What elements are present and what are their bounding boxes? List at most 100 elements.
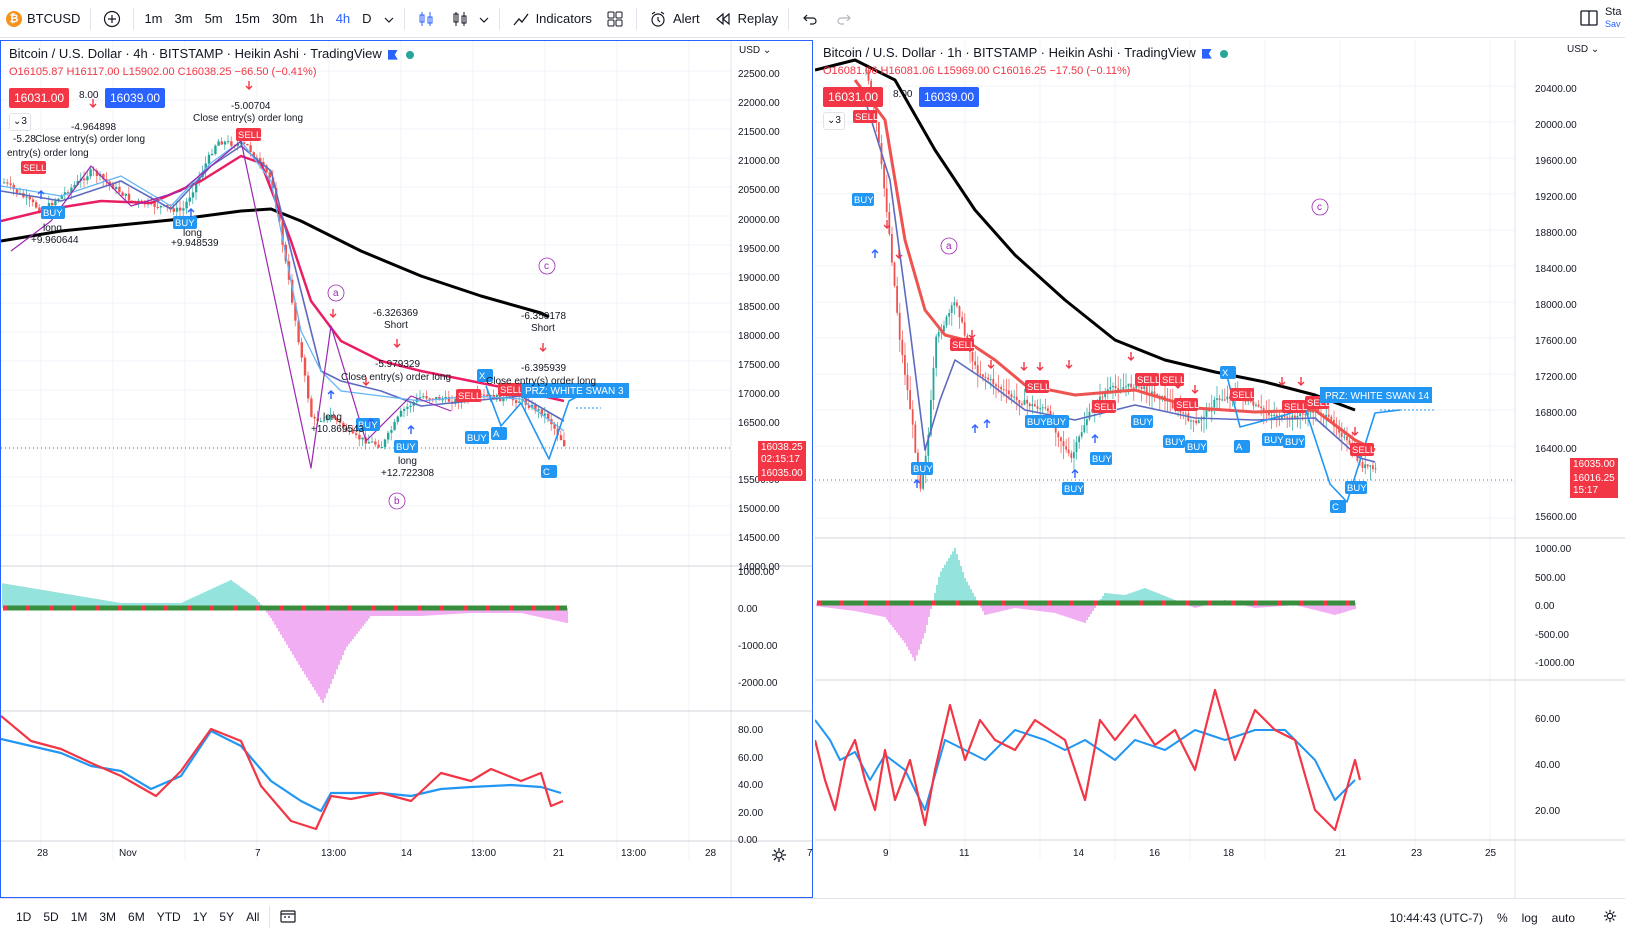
candle-body [935,336,937,368]
axis-tick-label: 21000.00 [738,156,780,168]
log-scale-button[interactable]: log [1521,910,1538,925]
interval-30m[interactable]: 30m [271,11,298,26]
candle-body [1192,420,1195,422]
save-status[interactable]: Sta Sav [1605,6,1622,29]
trade-note: -6.326369 [373,308,418,319]
chevron-down-icon: ⌄ [13,116,22,127]
sell-signal: SELL [1137,375,1160,386]
sell-signal-bg [1230,388,1254,401]
indicator-collapse-button[interactable]: ⌄3 [823,112,845,130]
range-1y[interactable]: 1Y [192,910,208,924]
chart-canvas-left[interactable]: SELL SELL SELL SELL BUY BUY BUY BUY BUY X A C PRZ: W… [1,41,812,897]
sell-price-button[interactable]: 16031.00 [9,88,70,108]
sell-signal-bg [1025,380,1049,393]
layout-button[interactable] [1579,8,1599,31]
interval-1h[interactable]: 1h [309,11,324,26]
compare-button[interactable] [95,5,129,33]
candle-body [1221,399,1223,401]
range-1d[interactable]: 1D [16,910,32,924]
range-1m[interactable]: 1M [70,910,88,924]
candle-body [108,181,111,185]
range-5d[interactable]: 5D [43,910,59,924]
chart-settings-button[interactable] [1589,909,1617,926]
range-6m[interactable]: 6M [128,910,145,924]
replay-button[interactable]: Replay [706,5,784,33]
candle-body [73,184,76,188]
candle-body [865,69,867,71]
clock-readout[interactable]: 10:44:43 (UTC-7) [1389,910,1483,925]
candle-body [1330,416,1333,420]
candle-body [1112,385,1114,388]
candle-body [1184,413,1187,415]
buy-price-button[interactable]: 16039.00 [105,88,166,108]
candle-body [1364,464,1366,469]
axis-tick-label: 19500.00 [738,243,780,255]
candle-body [997,386,1000,388]
interval-5m[interactable]: 5m [204,11,223,26]
alert-button[interactable]: Alert [641,5,706,33]
sell-signal-bg [456,389,481,402]
chart-title[interactable]: Bitcoin / U.S. Dollar · 1h · BITSTAMP · … [823,45,1228,60]
candle-body [70,187,73,193]
arrow-down-icon [895,250,903,259]
sell-price-button[interactable]: 16031.00 [823,87,884,107]
buy-price-button[interactable]: 16039.00 [919,87,980,107]
axis-tick-label: 18400.00 [1535,264,1577,275]
percent-scale-button[interactable]: % [1496,910,1508,925]
wave-label: a [946,241,952,252]
currency-label[interactable]: USD ⌄ [739,45,772,56]
buy-signal-bg [1062,482,1084,495]
templates-button[interactable] [598,5,632,33]
auto-scale-button[interactable]: auto [1551,910,1575,925]
candle-body [1041,407,1044,409]
axis-tick-label: 40.00 [1535,760,1561,771]
interval-15m[interactable]: 15m [234,11,260,26]
chart-pane-left[interactable]: SELL SELL SELL SELL BUY BUY BUY BUY BUY X A C PRZ: W… [0,40,813,898]
candle-body [422,396,425,398]
candle-body [1229,396,1231,399]
candle-body [1374,468,1377,470]
currency-label[interactable]: USD ⌄ [1567,44,1600,55]
interval-3m[interactable]: 3m [174,11,193,26]
indicators-button[interactable]: Indicators [504,5,598,33]
interval-4h[interactable]: 4h [335,11,351,26]
candle-body [989,378,992,380]
candle-body [140,200,143,202]
candle-body [1171,402,1174,409]
redo-button[interactable] [827,5,861,33]
candle-body [984,376,987,378]
range-all[interactable]: All [246,910,260,924]
indicator-collapse-button[interactable]: ⌄3 [9,113,31,131]
candle-body [1143,386,1145,389]
candle-body [342,422,345,428]
candle-body [1182,412,1184,414]
range-ytd[interactable]: YTD [156,910,181,924]
candle-body [1252,400,1255,406]
range-5y[interactable]: 5Y [219,910,235,924]
interval-1m[interactable]: 1m [144,11,163,26]
chart-pane-right[interactable]: SELL SELL SELL SELL SELL SELL SELL SELL SELL SELL… [807,40,1625,898]
interval-d[interactable]: D [362,11,372,26]
interval-dropdown[interactable] [378,5,400,33]
trade-note: +12.722308 [381,468,435,479]
axis-tick-label: 14500.00 [738,533,780,544]
bar-style-button[interactable] [409,5,443,33]
buy-signal-bg [173,216,197,229]
axis-tick-label: 19600.00 [1535,156,1577,167]
range-3m[interactable]: 3M [99,910,117,924]
candle-body [329,415,332,417]
candle-body [182,208,185,211]
buy-signal-bg [1345,481,1367,494]
go-to-date-button[interactable] [280,909,297,926]
candle-body [435,397,438,400]
candle-body [153,201,156,207]
candle-body [1034,404,1036,407]
undo-button[interactable] [793,5,827,33]
chart-title[interactable]: Bitcoin / U.S. Dollar · 4h · BITSTAMP · … [9,46,414,61]
candle-body [265,165,268,173]
candle-body [1021,403,1023,405]
symbol-search[interactable]: ₿ BTCUSD [0,5,86,33]
heikin-ashi-button[interactable] [443,5,495,33]
ema-blue-line [1,145,565,422]
